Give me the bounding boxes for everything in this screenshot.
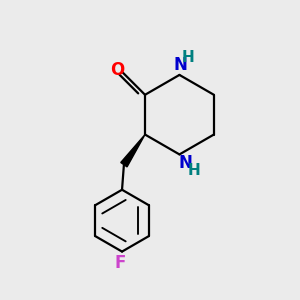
Text: H: H: [182, 50, 195, 65]
Text: O: O: [110, 61, 124, 80]
Text: N: N: [179, 154, 193, 172]
Text: H: H: [187, 163, 200, 178]
Text: N: N: [173, 56, 187, 74]
Text: F: F: [115, 254, 126, 272]
Polygon shape: [121, 134, 145, 167]
